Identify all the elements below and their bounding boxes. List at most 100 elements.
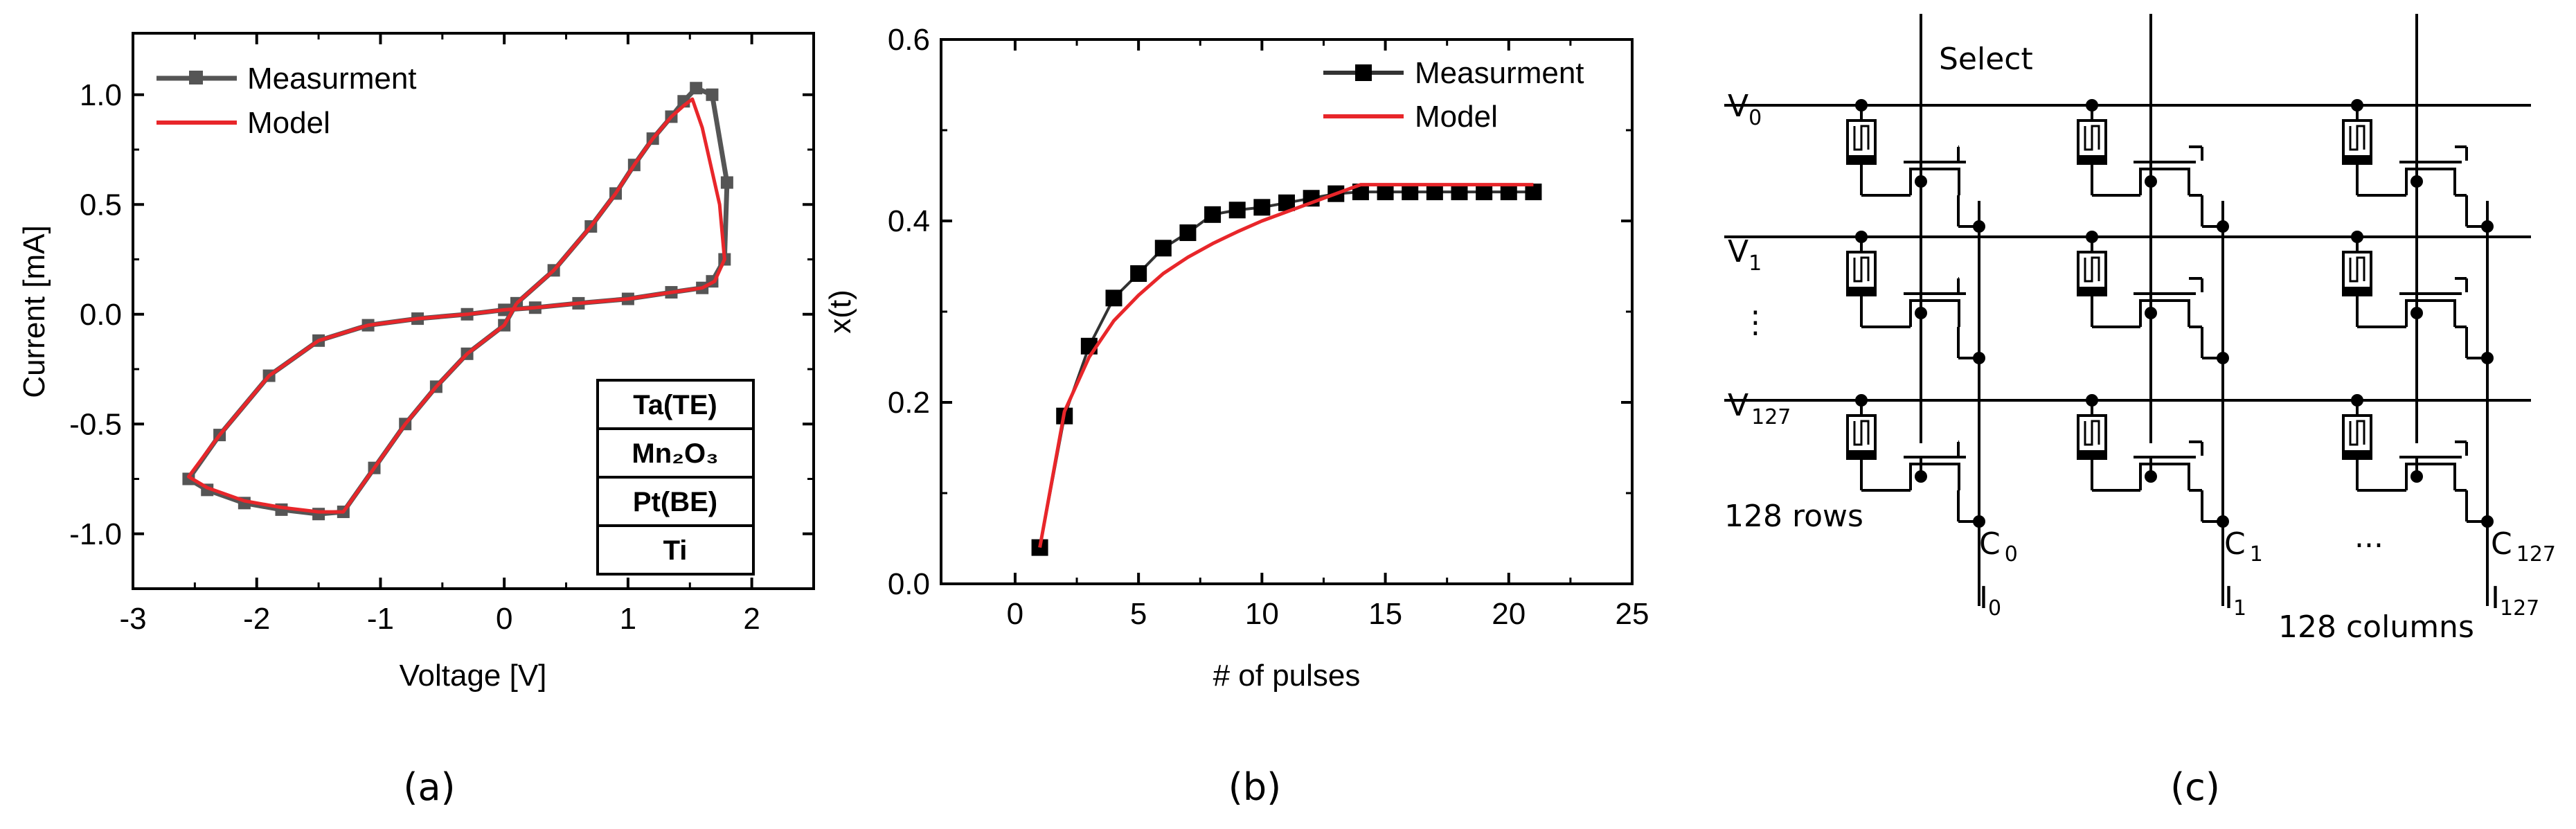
panel-a-xlabel: Voltage [V] <box>400 659 547 693</box>
x-tick-label: 0 <box>1007 597 1023 631</box>
col-label-i1: I1 <box>2224 580 2246 621</box>
panel-a-chart: -3 -2 -1 0 1 2 -1.0 -0.5 0.0 0.5 1.0 Voltage [V] C… <box>17 32 815 809</box>
transistor-icon <box>2405 299 2456 327</box>
rows-count-label: 128 rows <box>1724 499 1863 534</box>
transistor-icon <box>2139 463 2190 490</box>
data-point <box>1253 199 1271 216</box>
junction-dot <box>2481 352 2494 364</box>
x-tick-label: 10 <box>1245 597 1279 631</box>
crossbar-cells <box>1724 99 2531 606</box>
junction-dot <box>2217 220 2229 233</box>
x-tick-label: 0 <box>496 602 512 636</box>
transistor-icon <box>1909 299 1960 327</box>
data-point <box>1105 289 1122 307</box>
series-model-line <box>1038 183 1534 549</box>
layer-label-bottom-electrode: Pt(BE) <box>633 487 717 517</box>
x-tick-label: -3 <box>119 602 146 636</box>
legend-model-label: Model <box>247 106 330 140</box>
caption-a: (a) <box>403 765 455 809</box>
memristor-zigzag <box>1853 420 1870 446</box>
memristor-zigzag <box>2349 125 2365 151</box>
panel-b-ticks: 0 5 10 15 20 25 0.0 0.2 0.4 0.6 <box>888 23 1649 631</box>
data-point <box>182 472 195 485</box>
series-measurment-line <box>1038 190 1534 548</box>
x-tick-label: 15 <box>1368 597 1402 631</box>
panel-b-chart: 0 5 10 15 20 250.00.20.40.6 # of pulses x(t) … <box>823 23 1649 809</box>
y-tick-label: 0.6 <box>888 23 930 57</box>
y-tick-label: 0.2 <box>888 386 930 420</box>
panel-a-ticks: -3 -2 -1 0 1 2 -1.0 -0.5 0.0 0.5 1.0 <box>69 33 814 636</box>
memristor-zigzag <box>2349 420 2365 446</box>
junction-dot <box>1973 220 1985 233</box>
layer-label-top-electrode: Ta(TE) <box>633 390 717 420</box>
row-ellipsis: ⋮ <box>1740 305 1771 340</box>
memristor-base <box>2343 287 2371 295</box>
layer-stack: Ta(TE) Mn₂O₃ Pt(BE) Ti <box>596 379 755 576</box>
panel-a-legend: Measurment Model <box>156 62 417 140</box>
data-point <box>1179 224 1197 242</box>
data-point <box>720 176 733 189</box>
junction-dot <box>2481 515 2494 528</box>
y-tick-label: 0.4 <box>888 204 930 238</box>
junction-dot <box>1973 515 1985 528</box>
row-label-v0: V0 <box>1728 89 1762 130</box>
memristor-zigzag <box>1853 256 1870 283</box>
junction-dot <box>2217 352 2229 364</box>
memristor-base <box>2343 450 2371 458</box>
legend-b-measurment-marker <box>1355 64 1372 81</box>
memristor-base <box>1848 287 1875 295</box>
legend-b-model-label: Model <box>1415 100 1498 134</box>
memristor-base <box>1848 450 1875 458</box>
panel-b-xlabel: # of pulses <box>1213 659 1361 693</box>
memristor-zigzag <box>2084 256 2100 283</box>
transistor-icon <box>1909 168 1960 195</box>
panel-a-frame <box>132 32 815 590</box>
transistor-icon <box>2405 168 2456 195</box>
transistor-icon <box>2405 463 2456 490</box>
memristor-base <box>2078 287 2106 295</box>
memristor-base <box>2078 450 2106 458</box>
y-tick-label: 0.0 <box>80 298 122 332</box>
caption-b: (b) <box>1228 765 1281 809</box>
layer-label-ti: Ti <box>663 535 688 566</box>
row-label-v127: V 127 <box>1728 388 1791 429</box>
x-tick-label: 5 <box>1130 597 1147 631</box>
data-point <box>1130 265 1147 282</box>
x-tick-label: -1 <box>367 602 394 636</box>
layer-box-bottom-electrode <box>596 476 755 527</box>
memristor-zigzag <box>1853 125 1870 151</box>
layer-box-ti <box>596 524 755 576</box>
memristor-base <box>2343 155 2371 163</box>
panel-a-series <box>182 82 733 521</box>
panel-b-ylabel: x(t) <box>823 289 857 334</box>
transistor-icon <box>1909 463 1960 490</box>
memristor-zigzag <box>2349 256 2365 283</box>
col-ellipsis: ... <box>2354 519 2383 555</box>
y-tick-label: 0.5 <box>80 188 122 222</box>
data-point <box>706 88 719 101</box>
series-model-line <box>186 97 726 514</box>
select-label: Select <box>1939 42 2033 77</box>
memristor-zigzag <box>2084 420 2100 446</box>
y-tick-label: 1.0 <box>80 78 122 112</box>
legend-measurment-label: Measurment <box>247 62 417 96</box>
layer-label-oxide: Mn₂O₃ <box>632 438 718 469</box>
memristor-base <box>2078 155 2106 163</box>
col-label-i0: I0 <box>1979 580 2001 621</box>
x-tick-label: 2 <box>743 602 760 636</box>
x-tick-label: -2 <box>243 602 270 636</box>
x-tick-label: 25 <box>1616 597 1649 631</box>
legend-measurment-marker <box>189 71 203 84</box>
x-tick-label: 20 <box>1492 597 1526 631</box>
data-point <box>1228 202 1246 219</box>
transistor-icon <box>2139 168 2190 195</box>
memristor-base <box>1848 155 1875 163</box>
panel-a-ylabel: Current [mA] <box>17 225 51 398</box>
y-tick-label: -1.0 <box>69 517 122 551</box>
col-label-i127: I127 <box>2491 580 2539 621</box>
junction-dot <box>2217 515 2229 528</box>
